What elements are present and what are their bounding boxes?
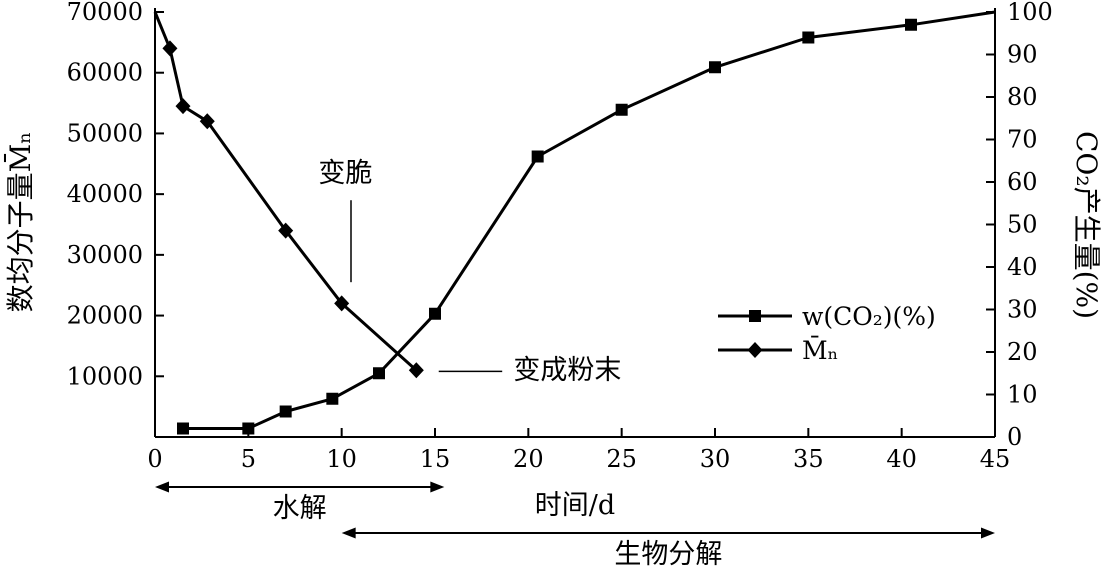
x-axis-title: 时间/d bbox=[535, 490, 615, 521]
mn-marker bbox=[175, 98, 191, 115]
x-tick-label: 0 bbox=[147, 445, 162, 473]
y-right-tick-label: 30 bbox=[1007, 296, 1038, 324]
mn-marker bbox=[408, 362, 424, 379]
mn-marker bbox=[162, 40, 178, 57]
x-tick-label: 30 bbox=[700, 445, 731, 473]
y-right-tick-label: 60 bbox=[1007, 168, 1038, 196]
y-right-axis-title: CO₂产生量(%) bbox=[1070, 131, 1103, 319]
y-left-tick-label: 50000 bbox=[67, 119, 143, 147]
phase-arrow-2-label: 生物分解 bbox=[614, 539, 722, 570]
phase-arrow-1-right-arrowhead bbox=[430, 481, 445, 493]
y-left-tick-label: 10000 bbox=[67, 362, 143, 390]
x-tick-label: 20 bbox=[513, 445, 544, 473]
x-tick-label: 35 bbox=[793, 445, 824, 473]
phase-arrow-2-right-arrowhead bbox=[981, 527, 995, 539]
y-right-tick-label: 80 bbox=[1007, 83, 1038, 111]
y-right-tick-label: 0 bbox=[1007, 423, 1022, 451]
co2-marker bbox=[905, 18, 917, 31]
legend-diamond-marker bbox=[747, 342, 763, 358]
phase-arrow-1-label: 水解 bbox=[273, 493, 327, 524]
x-tick-label: 40 bbox=[886, 445, 917, 473]
co2-marker bbox=[242, 422, 255, 435]
x-tick-label: 5 bbox=[241, 445, 256, 473]
mn-marker bbox=[334, 295, 350, 312]
co2-marker bbox=[531, 150, 544, 163]
mn-series-line bbox=[153, 11, 418, 372]
co2-marker bbox=[177, 422, 189, 435]
co2-marker bbox=[429, 307, 441, 320]
y-right-tick-label: 70 bbox=[1007, 126, 1038, 154]
co2-marker bbox=[615, 103, 628, 116]
x-tick-label: 45 bbox=[980, 445, 1011, 473]
legend-label: M̄ₙ bbox=[802, 336, 838, 365]
co2-marker bbox=[279, 405, 292, 418]
y-right-tick-label: 40 bbox=[1007, 253, 1038, 281]
co2-marker bbox=[326, 392, 339, 405]
phase-arrow-2-left-arrowhead bbox=[341, 527, 356, 539]
y-right-tick-label: 20 bbox=[1007, 338, 1038, 366]
legend-label: w(CO₂)(%) bbox=[802, 302, 936, 331]
co2-marker bbox=[709, 61, 721, 74]
x-tick-label: 25 bbox=[606, 445, 637, 473]
x-tick-label: 10 bbox=[326, 445, 357, 473]
annotation-powder-label: 变成粉末 bbox=[513, 355, 621, 386]
y-left-axis-title: 数均分子量M̄ₙ bbox=[3, 132, 37, 313]
co2-marker bbox=[802, 31, 815, 44]
mn-marker bbox=[199, 113, 215, 130]
y-right-tick-label: 10 bbox=[1007, 381, 1038, 409]
y-left-tick-label: 30000 bbox=[67, 241, 143, 269]
y-left-tick-label: 60000 bbox=[67, 59, 143, 87]
y-right-tick-label: 90 bbox=[1007, 41, 1038, 69]
mn-marker bbox=[278, 222, 294, 239]
phase-arrow-1-left-arrowhead bbox=[155, 481, 169, 493]
annotation-brittle-label: 变脆 bbox=[318, 158, 372, 189]
co2-series-line bbox=[183, 10, 996, 430]
y-right-tick-label: 50 bbox=[1007, 211, 1038, 239]
y-right-tick-label: 100 bbox=[1007, 0, 1053, 26]
y-left-tick-label: 20000 bbox=[67, 302, 143, 330]
y-left-tick-label: 70000 bbox=[67, 0, 143, 26]
x-tick-label: 15 bbox=[420, 445, 451, 473]
y-left-tick-label: 40000 bbox=[67, 180, 143, 208]
co2-marker bbox=[373, 367, 385, 380]
legend-square-marker bbox=[749, 310, 761, 322]
